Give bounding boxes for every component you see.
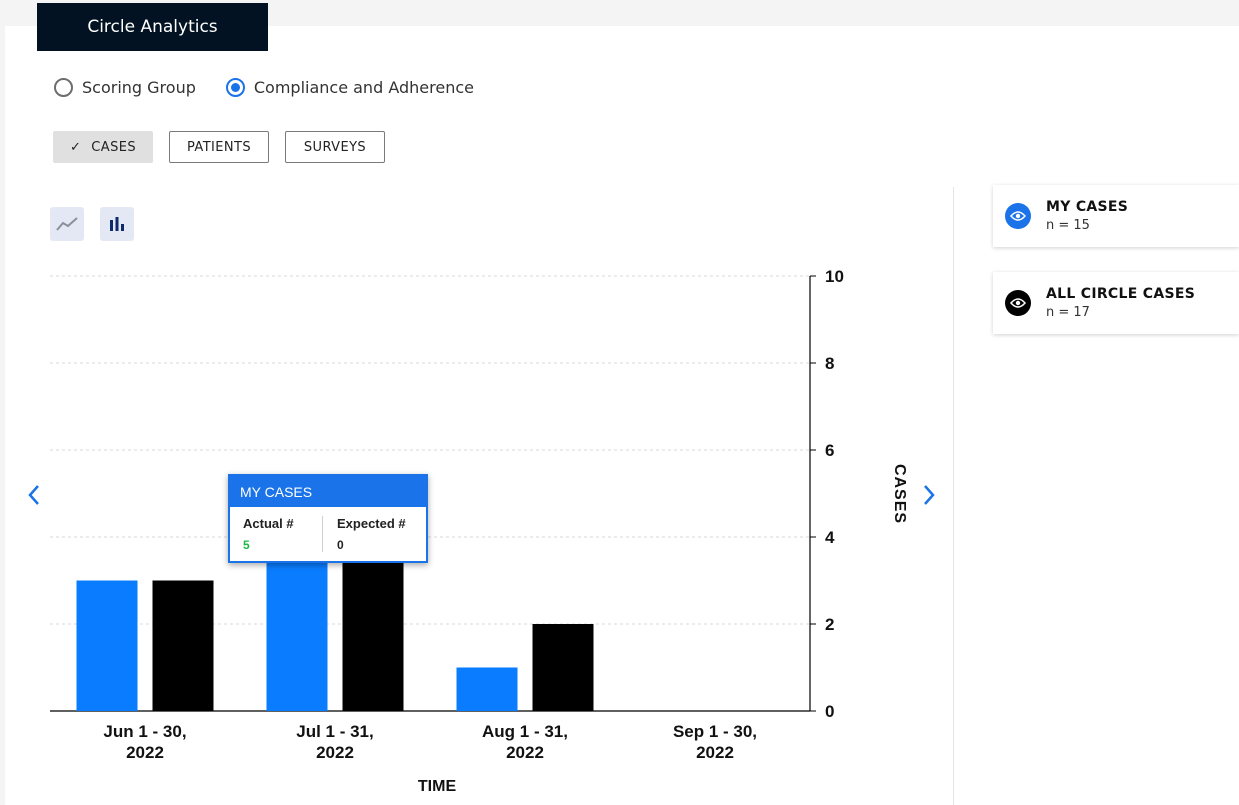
legend-name: MY CASES xyxy=(1046,199,1129,215)
tooltip-actual-value: 5 xyxy=(243,538,250,552)
tab-label: SURVEYS xyxy=(303,139,367,155)
line-view-button[interactable] xyxy=(50,207,84,241)
radio-compliance-adherence[interactable]: Compliance and Adherence xyxy=(225,77,474,97)
chevron-left-icon xyxy=(28,485,39,505)
tab-surveys[interactable]: SURVEYS xyxy=(285,131,385,163)
tooltip-expected-value: 0 xyxy=(337,538,344,552)
radio-circle-selected[interactable] xyxy=(225,77,245,97)
line-chart-icon xyxy=(56,217,78,231)
mode-radio-group: Scoring Group Compliance and Adherence xyxy=(54,76,504,98)
tab-patients[interactable]: PATIENTS xyxy=(169,131,269,163)
chevron-right-icon xyxy=(924,485,935,505)
legend-name: ALL CIRCLE CASES xyxy=(1046,286,1196,302)
check-icon: ✓ xyxy=(70,139,82,155)
next-period-button[interactable] xyxy=(919,481,939,509)
bar-view-button[interactable] xyxy=(100,207,134,241)
radio-label: Compliance and Adherence xyxy=(253,77,474,97)
page-title: Circle Analytics xyxy=(37,3,268,51)
radio-label: Scoring Group xyxy=(82,77,196,97)
legend-count: n = 17 xyxy=(1046,305,1090,320)
panel-divider xyxy=(953,187,954,805)
tab-cases[interactable]: ✓ CASES xyxy=(53,131,153,163)
legend-all-circle-cases[interactable]: ALL CIRCLE CASES n = 17 xyxy=(993,272,1239,334)
tooltip-actual-label: Actual # xyxy=(243,516,294,531)
tab-label: CASES xyxy=(91,139,136,155)
radio-scoring-group[interactable]: Scoring Group xyxy=(54,77,196,97)
radio-circle[interactable] xyxy=(54,77,73,97)
prev-period-button[interactable] xyxy=(24,481,44,509)
legend-count: n = 15 xyxy=(1046,218,1090,233)
eye-icon[interactable] xyxy=(1005,203,1031,229)
chart-tooltip: MY CASES Actual # 5 Expected # 0 xyxy=(228,474,428,563)
tab-label: PATIENTS xyxy=(187,139,251,155)
tooltip-title: MY CASES xyxy=(230,476,426,507)
tooltip-expected-label: Expected # xyxy=(337,516,406,531)
bar-chart-icon xyxy=(110,217,124,231)
legend-my-cases[interactable]: MY CASES n = 15 xyxy=(993,185,1239,247)
eye-icon[interactable] xyxy=(1005,290,1031,316)
